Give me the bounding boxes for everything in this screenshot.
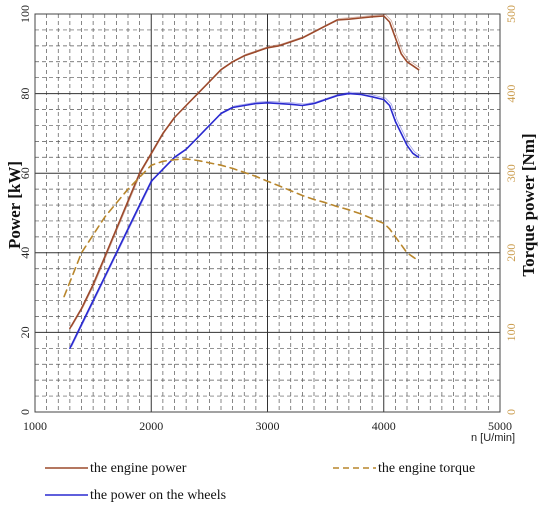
legend-label-wheel-power: the power on the wheels [90,488,226,503]
right-tick-labels: 0 100 200 300 400 500 [504,5,518,415]
right-tick-label: 100 [504,323,518,341]
legend: the engine power the power on the wheels… [45,461,475,503]
x-tick-label: 4000 [372,419,396,433]
left-tick-label: 40 [18,247,32,259]
major-grid [35,14,500,412]
left-tick-label: 80 [18,88,32,100]
x-tick-labels: 1000 2000 3000 4000 5000 [23,419,512,433]
left-tick-label: 100 [18,5,32,23]
x-tick-label: 5000 [488,419,512,433]
engine-torque-line [63,158,420,298]
right-tick-label: 400 [504,85,518,103]
left-tick-label: 0 [18,409,32,415]
plot-frame [34,13,501,413]
right-tick-label: 200 [504,244,518,262]
wheel-power-line-trace [71,91,421,347]
legend-item-engine-torque: the engine torque [333,461,475,476]
engine-power-line [69,15,420,330]
left-tick-label: 20 [18,326,32,338]
legend-label-engine-power: the engine power [90,461,187,476]
left-tick-label: 60 [18,167,32,179]
x-tick-label: 1000 [23,419,47,433]
legend-label-engine-torque: the engine torque [378,461,475,476]
wheel-power-line [69,92,420,350]
y-axis-label-right: Torque power [Nm] [519,133,538,276]
left-tick-labels: 0 20 40 60 80 100 [18,5,32,415]
x-tick-label: 3000 [256,419,280,433]
x-axis-label: n [U/min] [471,432,515,444]
right-tick-label: 500 [504,5,518,23]
legend-item-wheel-power: the power on the wheels [45,488,226,503]
y-axis-label-left: Power [kW] [5,161,24,249]
engine-power-line-trace [71,14,421,328]
right-tick-label: 300 [504,164,518,182]
legend-item-engine-power: the engine power [45,461,187,476]
right-tick-label: 0 [504,409,518,415]
x-tick-label: 2000 [139,419,163,433]
series-layer [63,14,421,350]
